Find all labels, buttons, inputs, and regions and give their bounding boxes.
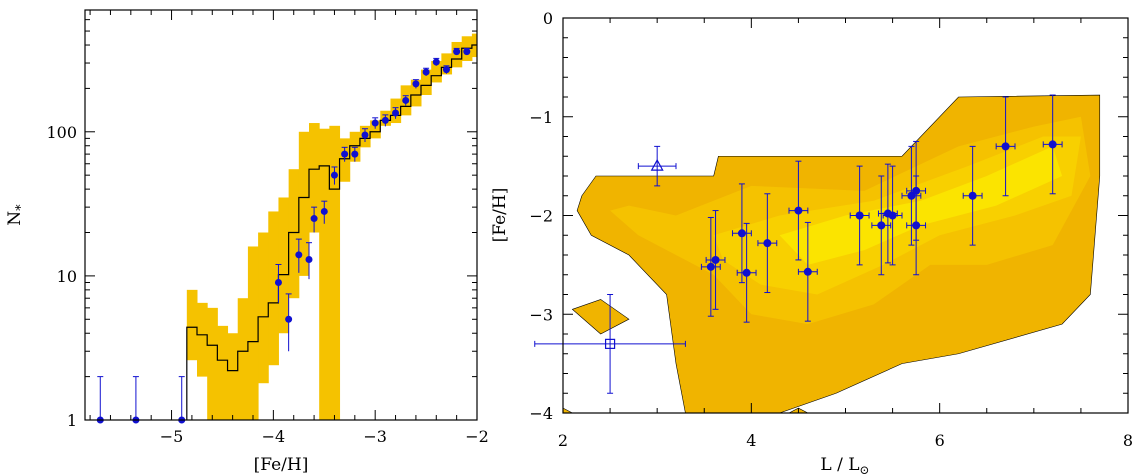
band-bin (278, 197, 290, 334)
right-panel-scatter: 2 4 6 8 0 −1 −2 −3 −4 L / L⊙ [Fe/H] (490, 9, 1133, 474)
data-point (310, 215, 318, 223)
data-point (442, 66, 450, 74)
band-bin (298, 131, 310, 276)
band-bin (370, 120, 381, 139)
x-tick-label: 4 (746, 431, 756, 450)
band-bin (237, 298, 249, 420)
data-point (855, 211, 864, 220)
x-tick-label: 2 (558, 431, 568, 450)
x-tick-label: 6 (935, 431, 945, 450)
contour-core (779, 146, 1063, 265)
data-point (888, 211, 897, 220)
band-bin (268, 211, 279, 366)
band-bin (309, 123, 320, 233)
data-point (330, 171, 338, 179)
y-tick-label: −4 (529, 404, 553, 423)
left-xlabel: [Fe/H] (254, 455, 309, 474)
band-bin (288, 169, 300, 299)
triangle-marker (650, 158, 664, 171)
contour-corner (563, 407, 573, 413)
band-bin (421, 69, 432, 95)
data-point (1048, 140, 1057, 149)
x-tick-label: −5 (160, 427, 184, 446)
data-point (453, 48, 461, 56)
band-bin (441, 53, 453, 75)
y-tick-label: 100 (46, 123, 77, 142)
data-point (737, 229, 746, 238)
left-plot-frame (84, 9, 478, 421)
left-axis-ticks: −5 −4 −3 −2 1 10 100 (46, 9, 489, 446)
x-tick-label: −4 (262, 427, 286, 446)
scatter-points (534, 94, 1063, 394)
model-band (186, 33, 478, 420)
y-tick-label: −3 (529, 305, 553, 324)
band-bin (410, 79, 422, 107)
data-point (711, 255, 720, 264)
right-ylabel: [Fe/H] (490, 188, 510, 243)
model-histogram (186, 44, 477, 420)
right-axis-ticks: 2 4 6 8 0 −1 −2 −3 −4 (529, 9, 1133, 450)
y-tick-label: −1 (529, 108, 553, 127)
density-contours (563, 94, 1101, 413)
data-point (381, 116, 389, 124)
data-point (463, 48, 471, 56)
data-point (320, 207, 328, 215)
data-point (968, 191, 977, 200)
left-panel-histogram: −5 −4 −3 −2 1 10 100 [Fe/H] N* (5, 9, 489, 474)
y-tick-label: 10 (57, 267, 77, 286)
data-point (763, 239, 772, 248)
band-bin (186, 289, 198, 361)
right-xlabel: L / L⊙ (820, 455, 869, 474)
band-bin (247, 246, 259, 420)
data-point (285, 315, 293, 323)
band-bin (349, 131, 361, 162)
x-tick-label: 8 (1123, 431, 1133, 450)
left-ylabel: N* (5, 204, 29, 226)
x-tick-label: −3 (363, 427, 387, 446)
band-bin (329, 125, 341, 420)
data-point (877, 221, 886, 230)
square-marker (604, 338, 616, 349)
data-point (392, 109, 400, 117)
data-point (742, 268, 751, 277)
data-point (412, 80, 420, 88)
band-bin (197, 302, 208, 377)
band-bin (258, 232, 269, 384)
histogram-line (186, 44, 477, 420)
data-point (402, 96, 410, 104)
y-tick-label: 1 (67, 411, 77, 430)
contour-island (571, 299, 630, 335)
data-point (1001, 142, 1010, 151)
data-point (295, 251, 303, 259)
band-bin (227, 333, 239, 420)
x-tick-label: −2 (465, 427, 489, 446)
data-point (341, 150, 349, 158)
data-point (432, 58, 440, 66)
band-bin (431, 60, 442, 83)
data-point (794, 206, 803, 215)
band-bin (207, 307, 218, 420)
data-point (371, 119, 379, 127)
data-point (912, 221, 921, 230)
y-tick-label: −2 (529, 207, 553, 226)
data-point (351, 150, 359, 158)
data-point (803, 267, 812, 276)
data-point (274, 278, 282, 286)
data-point (422, 68, 430, 76)
data-point (706, 262, 715, 271)
data-point (305, 255, 313, 263)
y-tick-label: 0 (543, 9, 553, 28)
band-bin (217, 325, 229, 420)
data-point (361, 131, 369, 139)
band-bin (319, 128, 330, 420)
